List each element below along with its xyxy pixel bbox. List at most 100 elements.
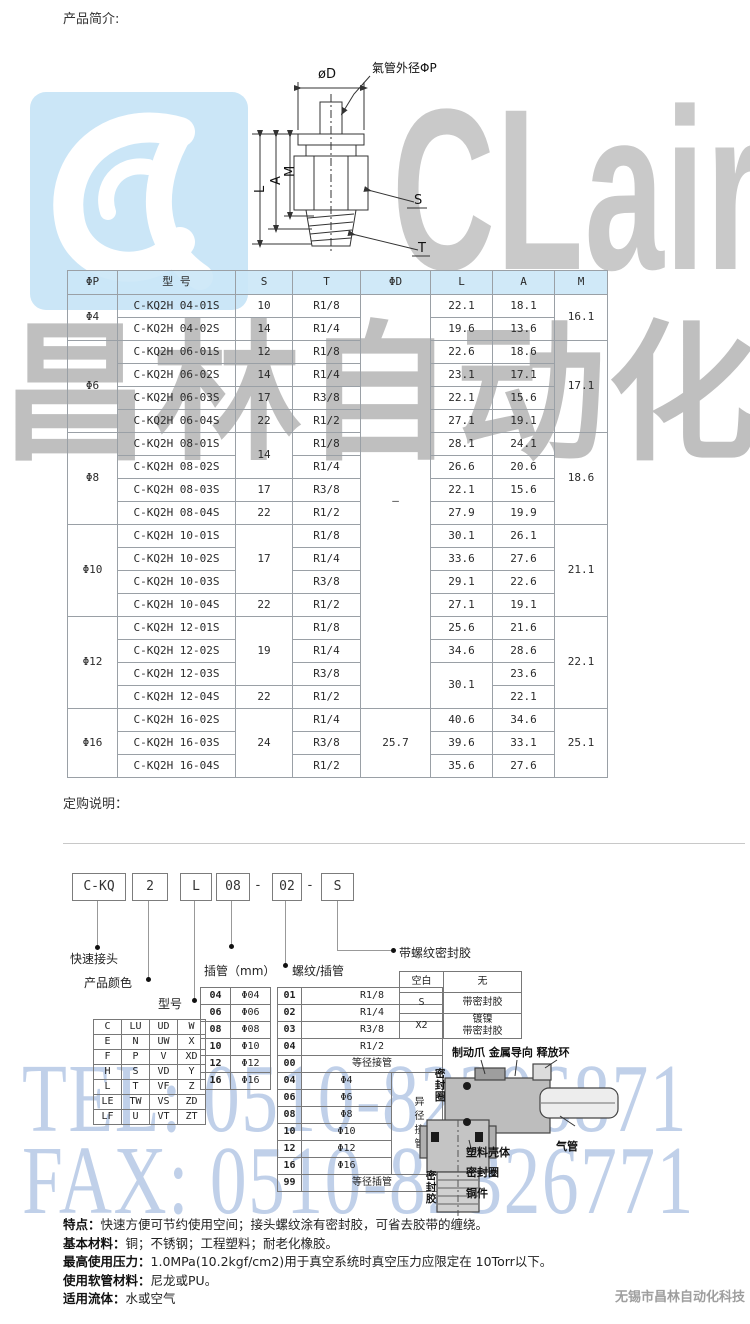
- table-cell: VT: [149, 1109, 178, 1125]
- table-cell: 27.1: [430, 593, 493, 617]
- table-cell: 34.6: [492, 708, 555, 732]
- table-row: 06 Φ06: [200, 1004, 271, 1022]
- table-cell: TW: [121, 1094, 150, 1110]
- table-cell: 22.1: [430, 386, 493, 410]
- table-cell: 14: [235, 432, 293, 479]
- table-row: C-KQ2H 04-02S 14 R1/4 19.6 13.6: [68, 317, 608, 341]
- table-cell: C-KQ2H 08-03S: [117, 478, 236, 502]
- order-part-tube: 08: [216, 873, 250, 901]
- spec-line-tube-material: 使用软管材料：尼龙或PU。: [63, 1272, 663, 1291]
- table-row: C-KQ2H 08-04S 22 R1/2 27.9 19.9: [68, 501, 608, 525]
- leader-line: [285, 901, 286, 965]
- table-cell: C-KQ2H 12-01S: [117, 616, 236, 640]
- table-cell: 22.6: [492, 570, 555, 594]
- table-row: C-KQ2H 10-03S R3/8 29.1 22.6: [68, 570, 608, 594]
- order-part-thread: 02: [272, 873, 302, 901]
- table-cell: C-KQ2H 06-03S: [117, 386, 236, 410]
- table-cell: U: [121, 1109, 150, 1125]
- table-cell: R1/4: [292, 363, 361, 387]
- table-cell: P: [121, 1049, 150, 1065]
- cutaway-top-label: 制动爪 金属导向 释放环: [452, 1046, 570, 1059]
- table-cell: 12: [200, 1055, 231, 1073]
- table-cell: 01: [277, 987, 302, 1005]
- table-cell: 19.9: [492, 501, 555, 525]
- table-row: X2 镀镍 带密封胶: [399, 1013, 522, 1039]
- dim-l-label: L: [253, 185, 268, 193]
- table-cell: 34.6: [430, 639, 493, 663]
- table-cell: R1/8: [292, 432, 361, 456]
- model-codes-table: C LU UD W E N UW X F P V XD H S VD Y L T VF Z LE TW VS ZD LF U VT Z…: [93, 1019, 206, 1125]
- table-cell: C-KQ2H 08-02S: [117, 455, 236, 479]
- table-cell: C-KQ2H 06-04S: [117, 409, 236, 433]
- spec-table: ΦP 型 号 S T ΦD L A M Φ4 C-KQ2H 04-01S 10 R1/8–22.1 18…: [67, 270, 608, 778]
- spec-label: 适用流体：: [63, 1291, 126, 1306]
- table-cell: 22.6: [430, 340, 493, 364]
- table-cell: 30.1: [430, 524, 493, 548]
- table-row: C-KQ2H 06-03S 17 R3/8 22.1 15.6: [68, 386, 608, 410]
- leader-dot: [192, 998, 197, 1003]
- table-row: Φ6 C-KQ2H 06-01S 12 R1/8 22.6 18.6 17.1: [67, 340, 608, 433]
- table-row: H S VD Y: [93, 1064, 206, 1080]
- table-cell: 25.7: [360, 708, 431, 778]
- table-cell: 带密封胶: [443, 992, 522, 1014]
- table-cell: 14: [235, 317, 293, 341]
- leader-dot: [229, 944, 234, 949]
- table-cell: LE: [93, 1094, 122, 1110]
- table-cell: 23.6: [492, 662, 555, 686]
- spec-text: 快速方便可节约使用空间；接头螺纹涂有密封胶，可省去胶带的缠绕。: [100, 1217, 489, 1232]
- order-dash: -: [254, 878, 262, 893]
- table-cell: 40.6: [430, 708, 493, 732]
- cutaway-sealant-label: 密封胶: [424, 1170, 437, 1205]
- table-cell: Φ06: [230, 1004, 271, 1022]
- table-cell: C: [93, 1019, 122, 1035]
- table-cell: 28.6: [492, 639, 555, 663]
- table-cell: 24.1: [492, 432, 555, 456]
- table-cell: C-KQ2H 10-02S: [117, 547, 236, 571]
- table-cell: Φ10: [301, 1123, 392, 1141]
- table-cell: C-KQ2H 06-02S: [117, 363, 236, 387]
- order-part-color: 2: [132, 873, 168, 901]
- table-cell: C-KQ2H 10-04S: [117, 593, 236, 617]
- leader-line: [337, 901, 338, 951]
- table-cell: S: [121, 1064, 150, 1080]
- leader-line: [97, 901, 98, 947]
- table-cell: 08: [200, 1021, 231, 1039]
- table-cell: 18.6: [554, 432, 608, 525]
- table-cell: 19: [235, 616, 293, 686]
- table-cell: Φ8: [301, 1106, 392, 1124]
- table-row: 04 Φ04: [200, 987, 271, 1005]
- table-cell: 17: [235, 478, 293, 502]
- table-row: 08 Φ8: [277, 1106, 443, 1124]
- table-cell: 22: [235, 409, 293, 433]
- table-cell: 08: [277, 1106, 302, 1124]
- order-part-prefix: C-KQ: [72, 873, 126, 901]
- table-cell: 04: [277, 1038, 302, 1056]
- table-cell: 26.1: [492, 524, 555, 548]
- table-cell: 02: [277, 1004, 302, 1022]
- table-cell: 空白: [399, 971, 444, 993]
- table-cell: –: [360, 294, 431, 709]
- table-cell: Φ04: [230, 987, 271, 1005]
- table-row: C-KQ2H 16-03S R3/8 39.6 33.1: [68, 731, 608, 755]
- spec-label: 基本材料：: [63, 1235, 126, 1251]
- spec-label: 特点：: [63, 1217, 101, 1232]
- table-cell: C-KQ2H 10-03S: [117, 570, 236, 594]
- table-row: 12 Φ12: [200, 1055, 271, 1073]
- table-cell: R3/8: [292, 478, 361, 502]
- table-cell: 21.1: [554, 524, 608, 617]
- leader-line: [231, 901, 232, 946]
- table-row: C-KQ2H 10-04S 22 R1/2 27.1 19.1: [68, 593, 608, 617]
- spec-line-materials: 基本材料：铜；不锈钢；工程塑料；耐老化橡胶。: [63, 1235, 663, 1254]
- table-cell: 04: [277, 1072, 302, 1090]
- table-cell: VF: [149, 1079, 178, 1095]
- table-cell: Φ4: [301, 1072, 392, 1090]
- dim-m-label: M: [283, 166, 298, 177]
- table-cell: V: [149, 1049, 178, 1065]
- spec-label: 使用软管材料：: [63, 1272, 151, 1288]
- table-cell: 16.1: [554, 294, 608, 341]
- tube-od-label: 氣管外径ΦP: [372, 60, 437, 75]
- table-cell: 26.6: [430, 455, 493, 479]
- table-cell: 25.6: [430, 616, 493, 640]
- spec-line-pressure: 最高使用压力：1.0MPa(10.2kgf/cm2)用于真空系统时真空压力应限定…: [63, 1253, 663, 1272]
- table-cell: UD: [149, 1019, 178, 1035]
